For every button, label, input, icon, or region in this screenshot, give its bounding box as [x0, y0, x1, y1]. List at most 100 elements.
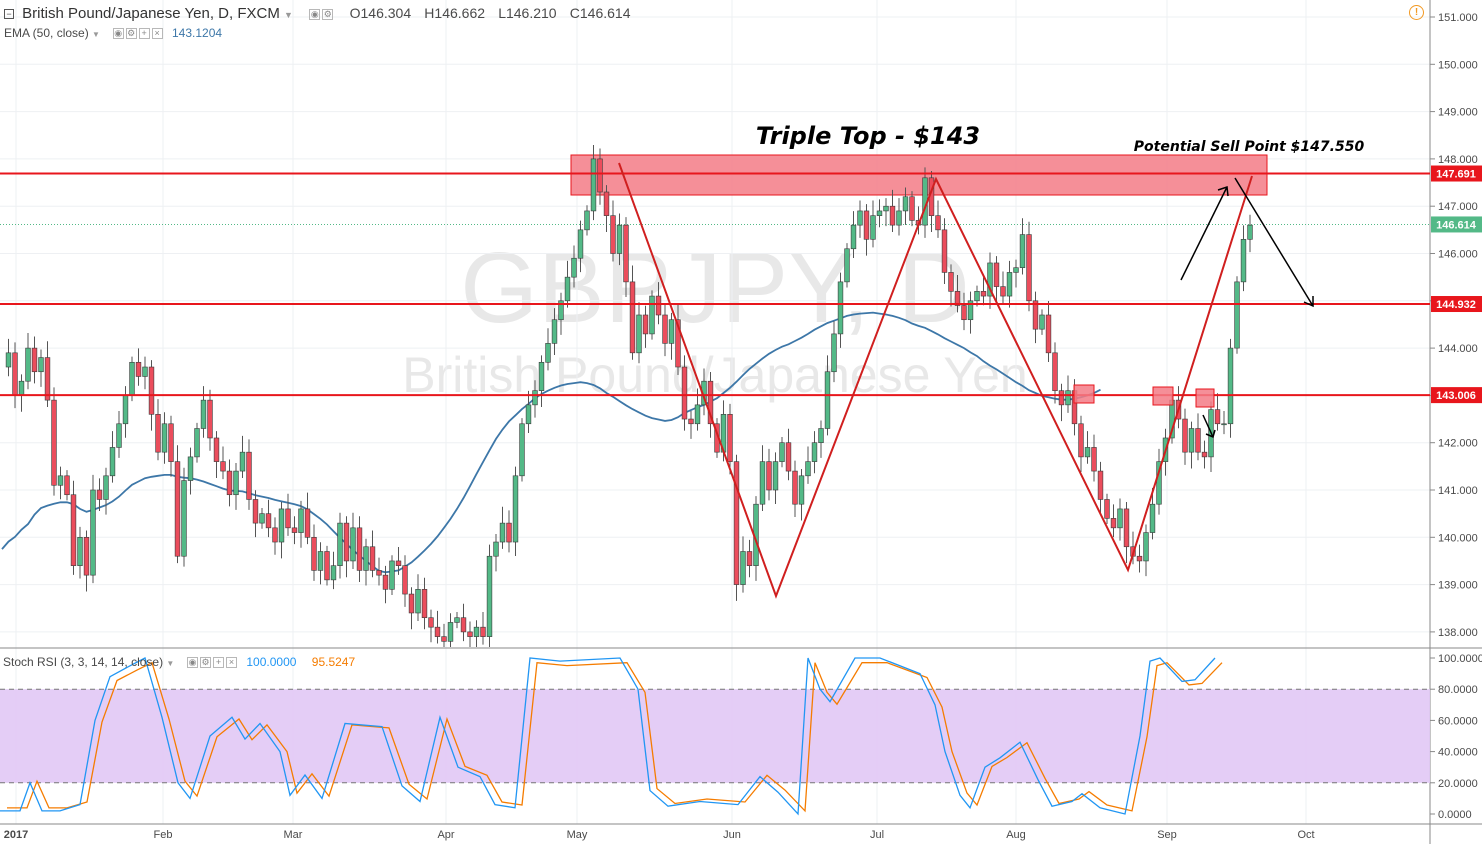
- candle: [1136, 544, 1143, 573]
- candle: [506, 510, 512, 553]
- candle: [415, 574, 421, 622]
- candle: [941, 218, 948, 285]
- candle: [688, 411, 694, 439]
- candle: [857, 200, 863, 238]
- candle: [564, 260, 571, 308]
- oscillator-tick-label: 100.0000: [1438, 653, 1482, 665]
- gear-icon[interactable]: ⚙: [200, 657, 212, 669]
- ohlc-open-value: 146.304: [360, 5, 412, 21]
- candle: [83, 530, 90, 592]
- oscillator-tick-label: 0.0000: [1438, 809, 1472, 821]
- candle: [571, 245, 577, 288]
- candle: [31, 336, 38, 384]
- symbol-title[interactable]: British Pound/Japanese Yen, D, FXCM: [22, 5, 280, 22]
- down-projection-arrowhead: [1303, 296, 1314, 308]
- oscillator-tick-label: 80.0000: [1438, 684, 1478, 696]
- candle: [798, 468, 805, 521]
- chevron-down-icon[interactable]: ▼: [284, 10, 293, 20]
- time-tick-label: Jun: [723, 829, 741, 841]
- plus-icon[interactable]: +: [213, 657, 225, 669]
- candle: [928, 170, 935, 232]
- plus-icon[interactable]: +: [138, 28, 150, 40]
- candle: [213, 431, 220, 478]
- candle: [545, 328, 551, 371]
- candle: [707, 371, 714, 438]
- level-price-tag: [1431, 165, 1482, 182]
- candle: [1214, 393, 1221, 431]
- candle: [181, 467, 187, 567]
- candle: [1234, 276, 1240, 354]
- candle: [246, 439, 252, 510]
- candle: [532, 380, 538, 418]
- eye-icon[interactable]: ◉: [309, 8, 321, 20]
- close-icon[interactable]: ×: [226, 657, 238, 669]
- stoch-k-value: 100.0000: [246, 655, 297, 669]
- candle: [421, 577, 428, 630]
- candle: [330, 551, 337, 590]
- gear-icon[interactable]: ⚙: [322, 8, 334, 20]
- candle: [870, 200, 876, 248]
- price-axis[interactable]: 151.000 150.000 149.000 148.000 147.000 146.0…: [1430, 12, 1478, 639]
- candle: [746, 539, 753, 578]
- ema-value: 143.1204: [172, 26, 223, 40]
- candle: [142, 356, 148, 390]
- candle: [278, 502, 285, 559]
- candle: [304, 492, 311, 545]
- candle: [408, 587, 415, 630]
- ohlc-low-label: L: [498, 5, 506, 21]
- price-tick-label: 139.000: [1438, 580, 1478, 592]
- candle: [525, 390, 532, 434]
- candle: [480, 612, 486, 645]
- time-tick-label: May: [567, 829, 588, 841]
- chevron-down-icon[interactable]: ▼: [92, 30, 100, 39]
- candle: [935, 200, 941, 238]
- time-tick-label: Jul: [870, 829, 884, 841]
- candle: [590, 144, 597, 221]
- chevron-down-icon[interactable]: ▼: [166, 659, 175, 668]
- candlestick-series: [5, 144, 1253, 647]
- candle: [558, 292, 564, 335]
- ema-label[interactable]: EMA (50, close): [4, 26, 89, 40]
- candle: [792, 460, 798, 517]
- close-icon[interactable]: ×: [151, 28, 163, 40]
- warning-icon[interactable]: !: [1409, 5, 1424, 20]
- candle: [1039, 309, 1045, 335]
- candle: [155, 399, 161, 461]
- candle: [239, 435, 246, 478]
- candle: [291, 516, 298, 545]
- ema-legend: EMA (50, close) ▼ ◉ ⚙ + × 143.1204: [4, 26, 222, 40]
- level-price-text: 143.006: [1436, 390, 1476, 402]
- candle: [12, 342, 18, 409]
- candle: [252, 490, 259, 538]
- candle: [902, 187, 909, 225]
- oscillator-axis[interactable]: 100.0000 80.0000 60.0000 40.0000 20.0000 0.00…: [1430, 653, 1482, 821]
- candle: [90, 474, 96, 584]
- level-price-text: 144.932: [1436, 299, 1476, 311]
- gear-icon[interactable]: ⚙: [125, 28, 137, 40]
- eye-icon[interactable]: ◉: [187, 657, 199, 669]
- chart-header: − British Pound/Japanese Yen, D, FXCM ▼ …: [4, 5, 631, 22]
- candle: [805, 446, 811, 484]
- candle: [1052, 342, 1058, 404]
- eye-icon[interactable]: ◉: [112, 28, 124, 40]
- price-tick-label: 149.000: [1438, 107, 1478, 119]
- candle: [1247, 214, 1253, 253]
- collapse-square-icon[interactable]: −: [4, 9, 14, 20]
- time-tick-label: Mar: [284, 829, 303, 841]
- candle: [434, 610, 441, 644]
- candle: [64, 470, 70, 501]
- candle: [174, 445, 181, 564]
- candle: [447, 613, 454, 647]
- time-axis[interactable]: 2017 Feb Mar Apr May Jun Jul Aug Sep Oct: [4, 829, 1315, 841]
- time-tick-label: 2017: [4, 829, 28, 841]
- candle: [5, 338, 12, 377]
- ohlc-open-label: O: [349, 5, 361, 21]
- candle: [454, 612, 460, 629]
- level-price-tag: [1431, 296, 1482, 313]
- oscillator-tick-label: 40.0000: [1438, 747, 1478, 759]
- candle: [311, 524, 317, 581]
- stoch-rsi-label[interactable]: Stoch RSI (3, 3, 14, 14, close): [3, 655, 164, 669]
- candle: [837, 272, 844, 348]
- small-down-arrow: [1202, 414, 1214, 438]
